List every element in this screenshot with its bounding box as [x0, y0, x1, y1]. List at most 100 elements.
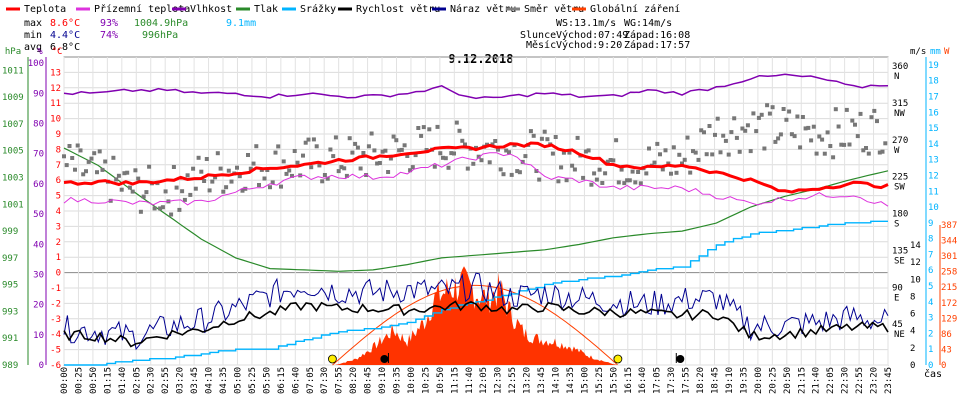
- wind-direction-point: [290, 173, 294, 178]
- wind-direction-point: [81, 172, 86, 177]
- tick-hpa-3: 995: [2, 281, 18, 291]
- tick-celsius-13: 7: [56, 161, 61, 171]
- wind-direction-point: [814, 151, 819, 156]
- x-tick-label-34: 14:10: [552, 367, 562, 394]
- wind-direction-point: [715, 116, 720, 121]
- tick-celsius-18: 12: [50, 84, 61, 94]
- wind-direction-point: [215, 151, 220, 156]
- stat-max-temp: 8.6°C: [50, 18, 80, 29]
- tick-wm2-6: 258: [941, 268, 957, 278]
- wind-direction-point: [817, 134, 822, 139]
- wind-direction-point: [421, 125, 426, 130]
- wind-direction-point: [303, 140, 308, 145]
- x-tick-label-8: 03:20: [176, 367, 186, 394]
- wind-direction-point: [776, 136, 781, 141]
- wind-direction-point: [125, 170, 130, 175]
- tick-hpa-10: 1009: [2, 93, 24, 103]
- wind-direction-point: [743, 128, 748, 133]
- wind-direction-point: [416, 126, 421, 130]
- wind-direction-point: [754, 129, 759, 134]
- wind-direction-point: [839, 142, 844, 147]
- tick-celsius-9: 3: [56, 222, 61, 232]
- wind-direction-point: [213, 175, 218, 180]
- wind-direction-point: [397, 148, 402, 153]
- wind-direction-point: [666, 161, 671, 166]
- tick-percent-8: 80: [33, 120, 44, 130]
- x-tick-label-51: 21:15: [797, 367, 807, 394]
- tick-dir-deg-2: 270: [892, 136, 908, 146]
- stat-max-hum: 93%: [100, 18, 118, 29]
- wind-direction-point: [457, 128, 462, 133]
- wind-direction-point: [366, 144, 371, 149]
- wind-direction-point: [490, 142, 495, 147]
- x-tick-label-7: 02:55: [161, 367, 171, 394]
- wind-direction-point: [756, 115, 761, 120]
- wind-direction-point: [141, 194, 146, 199]
- wind-direction-point: [622, 181, 627, 186]
- wind-direction-point: [344, 173, 349, 178]
- tick-dir-deg-6: 90: [892, 283, 903, 293]
- wind-direction-point: [745, 123, 750, 128]
- wind-direction-point: [353, 141, 358, 146]
- wind-direction-point: [682, 157, 687, 162]
- wind-direction-point: [880, 149, 885, 154]
- tick-percent-2: 20: [33, 301, 44, 311]
- series-line-srazky: [64, 220, 888, 366]
- x-tick-label-48: 20:00: [754, 367, 764, 394]
- x-tick-label-0: 00:00: [60, 367, 70, 394]
- wind-direction-point: [432, 164, 437, 169]
- tick-percent-3: 30: [33, 270, 44, 280]
- tick-percent-10: 100: [28, 59, 44, 69]
- wind-direction-point: [674, 170, 679, 175]
- wind-direction-point: [663, 148, 668, 153]
- wind-direction-point: [545, 137, 550, 142]
- wind-direction-point: [452, 151, 456, 156]
- moonrise-marker: [380, 355, 389, 363]
- tick-celsius-15: 9: [56, 130, 61, 140]
- x-tick-label-31: 12:55: [508, 367, 518, 394]
- tick-ms-1: 2: [910, 344, 915, 354]
- wind-direction-point: [301, 153, 305, 158]
- wind-direction-point: [185, 173, 190, 178]
- wind-direction-point: [611, 158, 616, 163]
- wind-direction-point: [322, 173, 327, 177]
- tick-dir-7: NE: [894, 330, 905, 340]
- wind-direction-point: [443, 156, 448, 161]
- wind-direction-point: [207, 188, 212, 193]
- tick-celsius-12: 6: [56, 176, 61, 186]
- wind-direction-point: [306, 137, 311, 142]
- wind-direction-point: [726, 152, 731, 157]
- legend-label-1: Přízemní teplota: [94, 3, 190, 15]
- wind-direction-point: [633, 180, 638, 185]
- wind-direction-point: [270, 180, 275, 185]
- wind-direction-point: [171, 165, 176, 169]
- tick-hpa-8: 1005: [2, 147, 24, 157]
- moon-label: Měsíc: [526, 39, 556, 51]
- tick-wm2-1: 43: [941, 345, 952, 355]
- wind-direction-point: [861, 148, 866, 153]
- wind-direction-point: [463, 142, 467, 147]
- wind-direction-point: [680, 161, 684, 166]
- legend-label-4: Srážky: [300, 3, 336, 15]
- tick-ms-5: 10: [910, 275, 921, 285]
- wind-direction-point: [800, 115, 805, 119]
- wind-direction-point: [652, 160, 657, 165]
- wind-direction-point: [638, 181, 643, 186]
- wind-direction-point: [608, 158, 613, 162]
- wind-direction-point: [158, 206, 163, 211]
- x-tick-label-17: 07:05: [306, 367, 316, 394]
- series-line-tlak: [63, 147, 889, 272]
- tick-celsius-1: -5: [50, 346, 61, 356]
- tick-celsius-4: -2: [50, 299, 61, 309]
- x-tick-label-45: 18:45: [711, 367, 721, 394]
- tick-dir-6: E: [894, 293, 899, 303]
- x-tick-label-24: 10:00: [407, 367, 417, 394]
- wind-direction-point: [410, 165, 415, 170]
- wind-direction-point: [476, 154, 481, 159]
- x-tick-label-55: 22:55: [855, 367, 865, 394]
- x-tick-label-38: 15:50: [609, 367, 619, 394]
- wind-direction-point: [751, 111, 756, 116]
- x-tick-label-9: 03:45: [190, 367, 200, 394]
- wind-direction-point: [383, 148, 388, 153]
- wind-direction-point: [424, 148, 429, 152]
